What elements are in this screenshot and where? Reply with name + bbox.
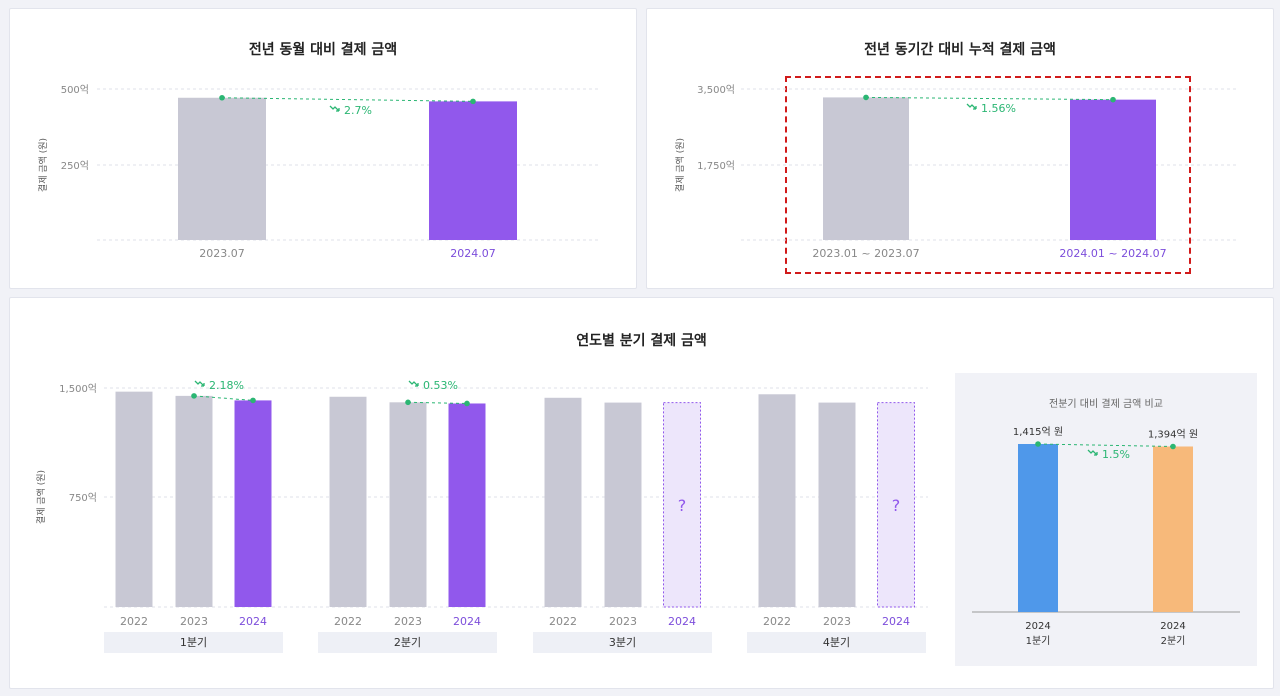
x-tick-label: 2024 <box>239 615 267 628</box>
bar <box>178 97 266 241</box>
x-tick-label: 2024.01 ~ 2024.07 <box>1059 247 1166 260</box>
x-tick-label: 2024 <box>453 615 481 628</box>
trend-down-icon <box>194 380 205 387</box>
bar <box>234 400 272 607</box>
trend-point <box>470 98 476 105</box>
bar <box>818 402 856 607</box>
x-tick-label: 2022 <box>120 615 148 628</box>
trend-line <box>193 395 254 401</box>
change-label: 2.18% <box>209 379 244 392</box>
change-label: 1.5% <box>1102 448 1130 461</box>
x-tick-label: 2024 <box>882 615 910 628</box>
change-label: 2.7% <box>344 104 372 117</box>
y-tick-label: 3,500억 <box>697 84 735 96</box>
y-tick-label: 750억 <box>69 492 97 504</box>
x-tick-label: 2024 <box>668 615 696 628</box>
trend-line <box>407 401 468 404</box>
x-tick-label: 2024.07 <box>450 247 496 260</box>
y-tick-label: 1,500억 <box>59 383 97 395</box>
bar <box>544 397 582 607</box>
x-tick-quarter: 1분기 <box>1026 635 1051 647</box>
bar <box>823 97 909 240</box>
compare-title: 전분기 대비 결제 금액 비교 <box>1049 399 1163 410</box>
bar <box>175 395 213 607</box>
trend-down-icon <box>966 103 977 110</box>
trend-point <box>191 393 197 399</box>
bar <box>1153 446 1193 612</box>
y-tick-label: 1,750억 <box>697 160 735 172</box>
bar <box>115 391 153 607</box>
trend-point <box>1035 441 1041 447</box>
trend-point <box>1170 443 1176 450</box>
bar <box>1070 99 1156 241</box>
bar <box>758 394 796 607</box>
y-tick-label: 250억 <box>61 160 89 172</box>
trend-point <box>250 397 256 404</box>
change-label: 0.53% <box>423 379 458 392</box>
value-label: 1,415억 원 <box>1013 426 1063 438</box>
placeholder-bar <box>663 402 701 608</box>
panel-title: 전년 동월 대비 결제 금액 <box>248 42 398 58</box>
placeholder-question-mark: ? <box>678 496 687 515</box>
trend-point <box>405 399 411 406</box>
x-tick-label: 2023 <box>180 615 208 628</box>
highlight-dashed-box <box>785 76 1191 274</box>
bar <box>429 101 517 240</box>
x-tick-year: 2024 <box>1160 621 1185 632</box>
panel-title: 전년 동기간 대비 누적 결제 금액 <box>864 42 1056 58</box>
x-tick-label: 2022 <box>334 615 362 628</box>
cumulative-comparison-panel: 전년 동기간 대비 누적 결제 금액 <box>646 8 1274 289</box>
x-tick-label: 2023 <box>394 615 422 628</box>
trend-point <box>464 400 470 407</box>
trend-point <box>1110 96 1116 103</box>
change-label: 1.56% <box>981 102 1016 115</box>
quarter-label-1: 1분기 <box>104 632 283 653</box>
bar <box>448 403 486 607</box>
x-tick-label: 2023.07 <box>199 247 245 260</box>
x-tick-label: 2022 <box>549 615 577 628</box>
quarter-label-2: 2분기 <box>318 632 497 653</box>
trend-point <box>219 94 225 101</box>
trend-line <box>865 96 1114 101</box>
value-label: 1,394억 원 <box>1148 428 1198 440</box>
y-axis-label: 결제 금액 (원) <box>674 138 686 192</box>
x-tick-quarter: 2분기 <box>1161 635 1186 647</box>
trend-point <box>863 94 869 101</box>
x-tick-label: 2023.01 ~ 2023.07 <box>812 247 919 260</box>
quarter-compare-box: 전분기 대비 결제 금액 비교 <box>955 373 1257 666</box>
y-tick-label: 500억 <box>61 84 89 96</box>
trend-line <box>1037 443 1174 447</box>
trend-down-icon <box>1087 449 1098 456</box>
y-axis-label: 결제 금액 (원) <box>35 470 47 524</box>
monthly-comparison-panel: 전년 동월 대비 결제 금액 <box>9 8 637 289</box>
bar <box>604 402 642 607</box>
bar <box>329 396 367 607</box>
quarter-label-4: 4분기 <box>747 632 926 653</box>
x-tick-label: 2023 <box>823 615 851 628</box>
placeholder-question-mark: ? <box>892 496 901 515</box>
x-tick-year: 2024 <box>1025 621 1050 632</box>
trend-down-icon <box>408 380 419 387</box>
placeholder-bar <box>877 402 915 608</box>
quarter-label-3: 3분기 <box>533 632 712 653</box>
trend-down-icon <box>329 105 340 112</box>
x-tick-label: 2022 <box>763 615 791 628</box>
bar <box>1018 444 1058 612</box>
bar <box>389 402 427 607</box>
panel-title: 연도별 분기 결제 금액 <box>576 333 707 349</box>
y-axis-label: 결제 금액 (원) <box>37 138 49 192</box>
x-tick-label: 2023 <box>609 615 637 628</box>
